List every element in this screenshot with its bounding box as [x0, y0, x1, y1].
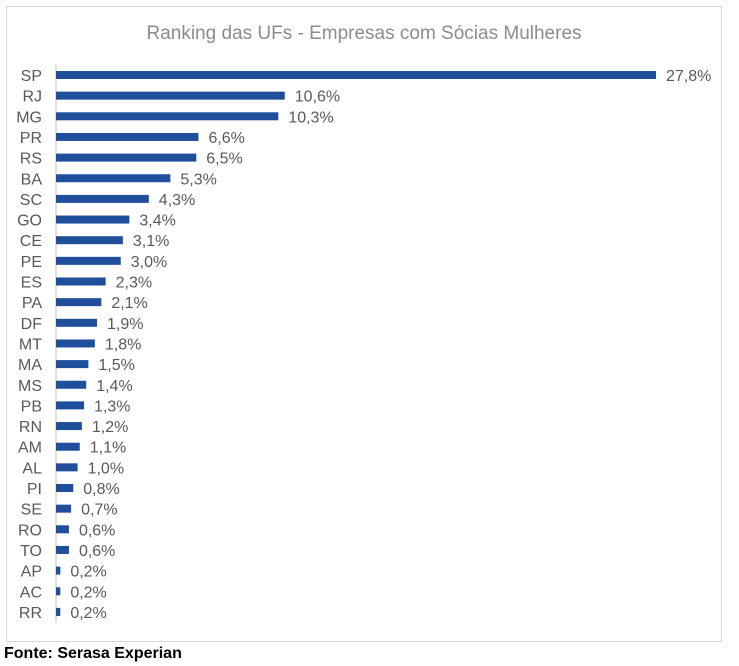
data-label-sc: 4,3%: [159, 192, 195, 209]
bar-pa: [56, 298, 102, 307]
category-label-pr: PR: [20, 130, 42, 147]
bar-rs: [56, 153, 197, 162]
data-label-ro: 0,6%: [79, 522, 115, 539]
data-label-ce: 3,1%: [133, 233, 169, 250]
bar-pb: [56, 401, 85, 410]
data-label-rj: 10,6%: [295, 89, 340, 106]
category-label-df: DF: [21, 316, 43, 333]
category-label-pa: PA: [22, 295, 42, 312]
category-labels: SP RJ MG PR RS BA SC GO CE PE ES PA DF MT MA MS PB RN AM AL…: [16, 68, 42, 622]
bar-sp: [56, 71, 656, 79]
bar-ma: [56, 360, 89, 369]
category-label-rr: RR: [19, 605, 42, 622]
bar-ce: [56, 236, 123, 245]
data-label-df: 1,9%: [107, 316, 143, 333]
bar-sc: [56, 194, 149, 203]
bar-chart: Ranking das UFs - Empresas com Sócias Mu…: [16, 23, 711, 623]
category-label-ro: RO: [18, 522, 42, 539]
bar-ap: [56, 566, 61, 575]
category-label-ac: AC: [20, 584, 42, 601]
category-label-ba: BA: [21, 171, 43, 188]
bars-series: [56, 71, 656, 616]
data-label-rr: 0,2%: [70, 605, 106, 622]
data-label-to: 0,6%: [79, 543, 115, 560]
bar-df: [56, 318, 98, 327]
data-label-pr: 6,6%: [208, 130, 244, 147]
bar-ac: [56, 587, 61, 596]
category-label-rj: RJ: [22, 89, 42, 106]
data-label-am: 1,1%: [90, 440, 126, 457]
bar-rj: [56, 91, 285, 100]
category-label-to: TO: [20, 543, 42, 560]
data-label-ap: 0,2%: [70, 564, 106, 581]
data-labels: 27,8% 10,6% 10,3% 6,6% 6,5% 5,3% 4,3% 3,4% 3,1% 3…: [70, 68, 711, 622]
category-label-pe: PE: [21, 254, 42, 271]
bar-pi: [56, 484, 74, 492]
bar-mt: [56, 339, 95, 348]
data-label-al: 1,0%: [88, 460, 124, 477]
data-label-ms: 1,4%: [96, 378, 132, 395]
category-label-rn: RN: [19, 419, 42, 436]
data-label-pb: 1,3%: [94, 398, 130, 415]
data-label-pe: 3,0%: [131, 254, 167, 271]
category-label-mg: MG: [16, 109, 42, 126]
bar-al: [56, 463, 78, 472]
category-label-mt: MT: [19, 336, 42, 353]
data-label-ac: 0,2%: [70, 584, 106, 601]
bar-se: [56, 504, 72, 513]
data-label-mt: 1,8%: [105, 336, 141, 353]
bar-rr: [56, 607, 61, 616]
category-label-pb: PB: [21, 398, 42, 415]
bar-ms: [56, 380, 87, 389]
chart-title: Ranking das UFs - Empresas com Sócias Mu…: [146, 23, 581, 44]
category-label-ms: MS: [18, 378, 42, 395]
category-label-es: ES: [21, 275, 42, 292]
data-label-se: 0,7%: [81, 502, 117, 519]
bar-pe: [56, 256, 121, 265]
bar-ro: [56, 525, 69, 534]
category-label-am: AM: [18, 440, 42, 457]
data-label-pi: 0,8%: [83, 481, 119, 498]
bar-ba: [56, 174, 171, 183]
category-label-rs: RS: [20, 151, 42, 168]
data-label-pa: 2,1%: [111, 295, 147, 312]
bar-pr: [56, 132, 199, 141]
category-label-sc: SC: [20, 192, 42, 209]
bar-go: [56, 215, 130, 224]
category-label-al: AL: [22, 460, 42, 477]
bar-es: [56, 277, 106, 286]
category-label-pi: PI: [27, 481, 42, 498]
category-label-go: GO: [17, 213, 42, 230]
data-label-rn: 1,2%: [92, 419, 128, 436]
category-label-ap: AP: [21, 564, 42, 581]
data-label-ma: 1,5%: [98, 357, 134, 374]
data-label-go: 3,4%: [139, 213, 175, 230]
bar-am: [56, 442, 80, 451]
data-label-ba: 5,3%: [180, 171, 216, 188]
chart-frame: [6, 6, 722, 642]
source-note: Fonte: Serasa Experian: [4, 645, 182, 662]
category-label-sp: SP: [21, 68, 42, 85]
bar-mg: [56, 112, 279, 121]
category-label-ma: MA: [18, 357, 42, 374]
data-label-mg: 10,3%: [288, 109, 333, 126]
category-label-se: SE: [21, 502, 42, 519]
data-label-sp: 27,8%: [666, 68, 711, 85]
bar-to: [56, 545, 69, 554]
data-label-es: 2,3%: [116, 275, 152, 292]
category-label-ce: CE: [20, 233, 42, 250]
bar-rn: [56, 422, 82, 431]
data-label-rs: 6,5%: [206, 151, 242, 168]
